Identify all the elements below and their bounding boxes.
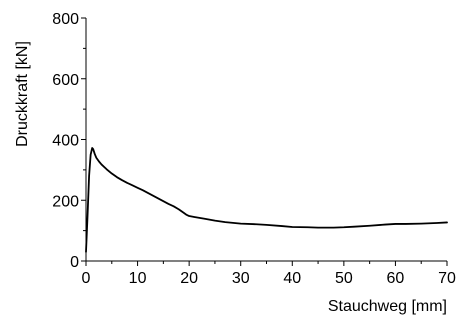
x-tick-label-20: 20 <box>180 270 198 287</box>
x-tick-label-70: 70 <box>438 270 456 287</box>
x-tick-label-30: 30 <box>232 270 250 287</box>
x-tick-label-60: 60 <box>387 270 405 287</box>
x-axis-label: Stauchweg [mm] <box>328 298 447 315</box>
y-tick-label-0: 0 <box>70 254 79 271</box>
x-tick-label-10: 10 <box>129 270 147 287</box>
ticks: 0 200 400 600 800 0 10 20 30 40 50 60 70 <box>52 11 456 287</box>
x-tick-label-40: 40 <box>283 270 301 287</box>
x-tick-label-0: 0 <box>82 270 91 287</box>
y-tick-label-800: 800 <box>52 11 79 28</box>
y-tick-label-400: 400 <box>52 133 79 150</box>
series-line-0 <box>85 147 448 253</box>
series <box>85 147 448 253</box>
y-axis-label: Druckkraft [kN] <box>14 41 31 147</box>
y-tick-label-600: 600 <box>52 72 79 89</box>
y-tick-label-200: 200 <box>52 193 79 210</box>
x-tick-label-50: 50 <box>335 270 353 287</box>
